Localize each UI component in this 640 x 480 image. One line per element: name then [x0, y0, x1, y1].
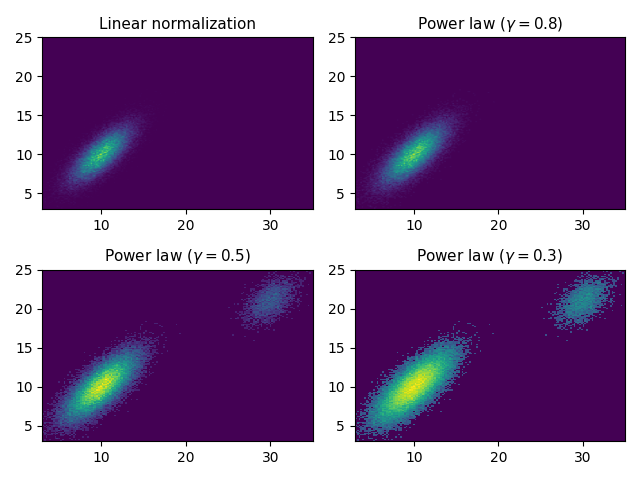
Title: Linear normalization: Linear normalization [99, 17, 256, 32]
Title: Power law ($\gamma = 0.5$): Power law ($\gamma = 0.5$) [104, 248, 251, 266]
Title: Power law ($\gamma = 0.3$): Power law ($\gamma = 0.3$) [417, 248, 563, 266]
Title: Power law ($\gamma = 0.8$): Power law ($\gamma = 0.8$) [417, 15, 563, 34]
